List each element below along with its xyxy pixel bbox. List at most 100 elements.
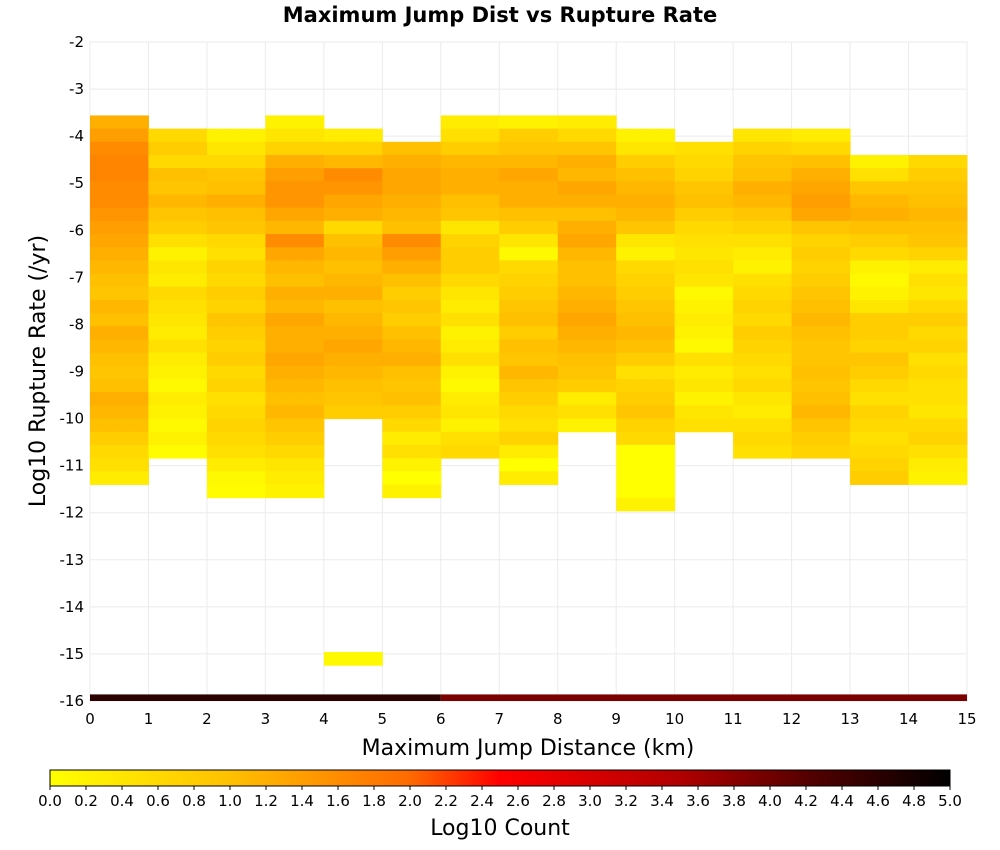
colorbar-tick-label-25: 5.0 — [938, 792, 962, 810]
heatmap-cell — [382, 207, 442, 222]
heatmap-cell — [148, 273, 208, 288]
heatmap-cell — [616, 194, 676, 209]
heatmap-cell — [499, 379, 559, 393]
heatmap-cell — [440, 352, 500, 367]
heatmap-cell — [206, 194, 266, 209]
heatmap-cell — [557, 220, 617, 235]
heatmap-cell — [499, 194, 559, 209]
heatmap-cell — [206, 444, 266, 459]
heatmap-cell — [733, 234, 793, 248]
heatmap-cell — [265, 115, 325, 130]
heatmap-cell — [733, 313, 793, 327]
heatmap-cell — [850, 379, 910, 393]
heatmap-cell — [265, 128, 325, 143]
colorbar-tick-label-24: 4.8 — [902, 792, 926, 810]
heatmap-cell — [908, 444, 968, 459]
x-tick-label-10: 10 — [665, 710, 684, 728]
heatmap-cell — [499, 313, 559, 327]
heatmap-cell — [440, 181, 500, 196]
heatmap-cell — [499, 405, 559, 420]
bottom-strip-cell-0 — [90, 694, 441, 701]
heatmap-cell — [674, 339, 734, 354]
heatmap-cell — [674, 299, 734, 314]
colorbar-tick-label-6: 1.2 — [254, 792, 278, 810]
heatmap-cell — [733, 326, 793, 340]
y-tick-label-14: -16 — [60, 692, 85, 710]
heatmap-cell — [265, 207, 325, 222]
heatmap-cell — [148, 234, 208, 248]
heatmap-cell — [148, 260, 208, 275]
heatmap-cell — [674, 207, 734, 222]
heatmap-cell — [850, 471, 910, 485]
x-tick-label-8: 8 — [553, 710, 563, 728]
heatmap-cell — [440, 141, 500, 156]
colorbar-tick-label-8: 1.6 — [326, 792, 350, 810]
heatmap-cell — [323, 299, 383, 314]
heatmap-cell — [382, 458, 442, 472]
heatmap-cell — [148, 405, 208, 420]
heatmap-cell — [616, 286, 676, 301]
heatmap-cell — [499, 458, 559, 472]
heatmap-cell — [499, 234, 559, 248]
heatmap-cell — [733, 339, 793, 354]
heatmap-cell — [499, 207, 559, 222]
heatmap-cell — [791, 352, 851, 367]
heatmap-cell — [733, 352, 793, 367]
heatmap-cell — [323, 352, 383, 367]
heatmap-cell — [440, 392, 500, 406]
heatmap-cell — [440, 194, 500, 209]
heatmap-cell — [733, 194, 793, 209]
heatmap-cell — [616, 418, 676, 433]
colorbar-tick-label-14: 2.8 — [542, 792, 566, 810]
heatmap-cell — [90, 115, 149, 130]
heatmap-cell — [440, 220, 500, 235]
heatmap-cell — [499, 168, 559, 182]
colorbar-tick-label-12: 2.4 — [470, 792, 494, 810]
heatmap-cell — [265, 154, 325, 169]
heatmap-cell — [440, 128, 500, 143]
heatmap-cell — [499, 431, 559, 446]
heatmap-cell — [148, 194, 208, 209]
heatmap-cell — [206, 326, 266, 340]
heatmap-cell — [733, 418, 793, 433]
heatmap-cell — [382, 273, 442, 288]
heatmap-cell — [674, 181, 734, 196]
heatmap-cell — [850, 207, 910, 222]
heatmap-cell — [557, 154, 617, 169]
heatmap-cell — [557, 352, 617, 367]
heatmap-cell — [323, 247, 383, 261]
heatmap-cell — [206, 154, 266, 169]
heatmap-cell — [265, 141, 325, 156]
heatmap-cell — [323, 168, 383, 182]
heatmap-cell — [206, 181, 266, 196]
heatmap-cell — [499, 141, 559, 156]
y-tick-label-11: -13 — [60, 551, 85, 569]
heatmap-cell — [616, 471, 676, 485]
heatmap-cell — [557, 379, 617, 393]
heatmap-cell — [908, 286, 968, 301]
heatmap-cell — [382, 141, 442, 156]
heatmap-cell — [206, 392, 266, 406]
heatmap-cell — [265, 352, 325, 367]
heatmap-cell — [265, 326, 325, 340]
heatmap-cell — [616, 379, 676, 393]
heatmap-cell — [440, 115, 500, 130]
y-tick-label-8: -10 — [60, 410, 85, 428]
heatmap-cell — [791, 365, 851, 380]
heatmap-cell — [733, 444, 793, 459]
heatmap-cell — [206, 299, 266, 314]
heatmap-cell — [908, 352, 968, 367]
x-tick-label-1: 1 — [144, 710, 154, 728]
heatmap-cell — [206, 339, 266, 354]
heatmap-cell — [557, 234, 617, 248]
heatmap-cell — [206, 313, 266, 327]
x-tick-label-2: 2 — [202, 710, 212, 728]
heatmap-cell — [440, 339, 500, 354]
heatmap-cell — [382, 352, 442, 367]
heatmap-cell — [265, 458, 325, 472]
heatmap-cell — [557, 115, 617, 130]
heatmap-cell — [148, 207, 208, 222]
heatmap-cell — [674, 234, 734, 248]
heatmap-cell — [265, 220, 325, 235]
heatmap-cell — [265, 181, 325, 196]
